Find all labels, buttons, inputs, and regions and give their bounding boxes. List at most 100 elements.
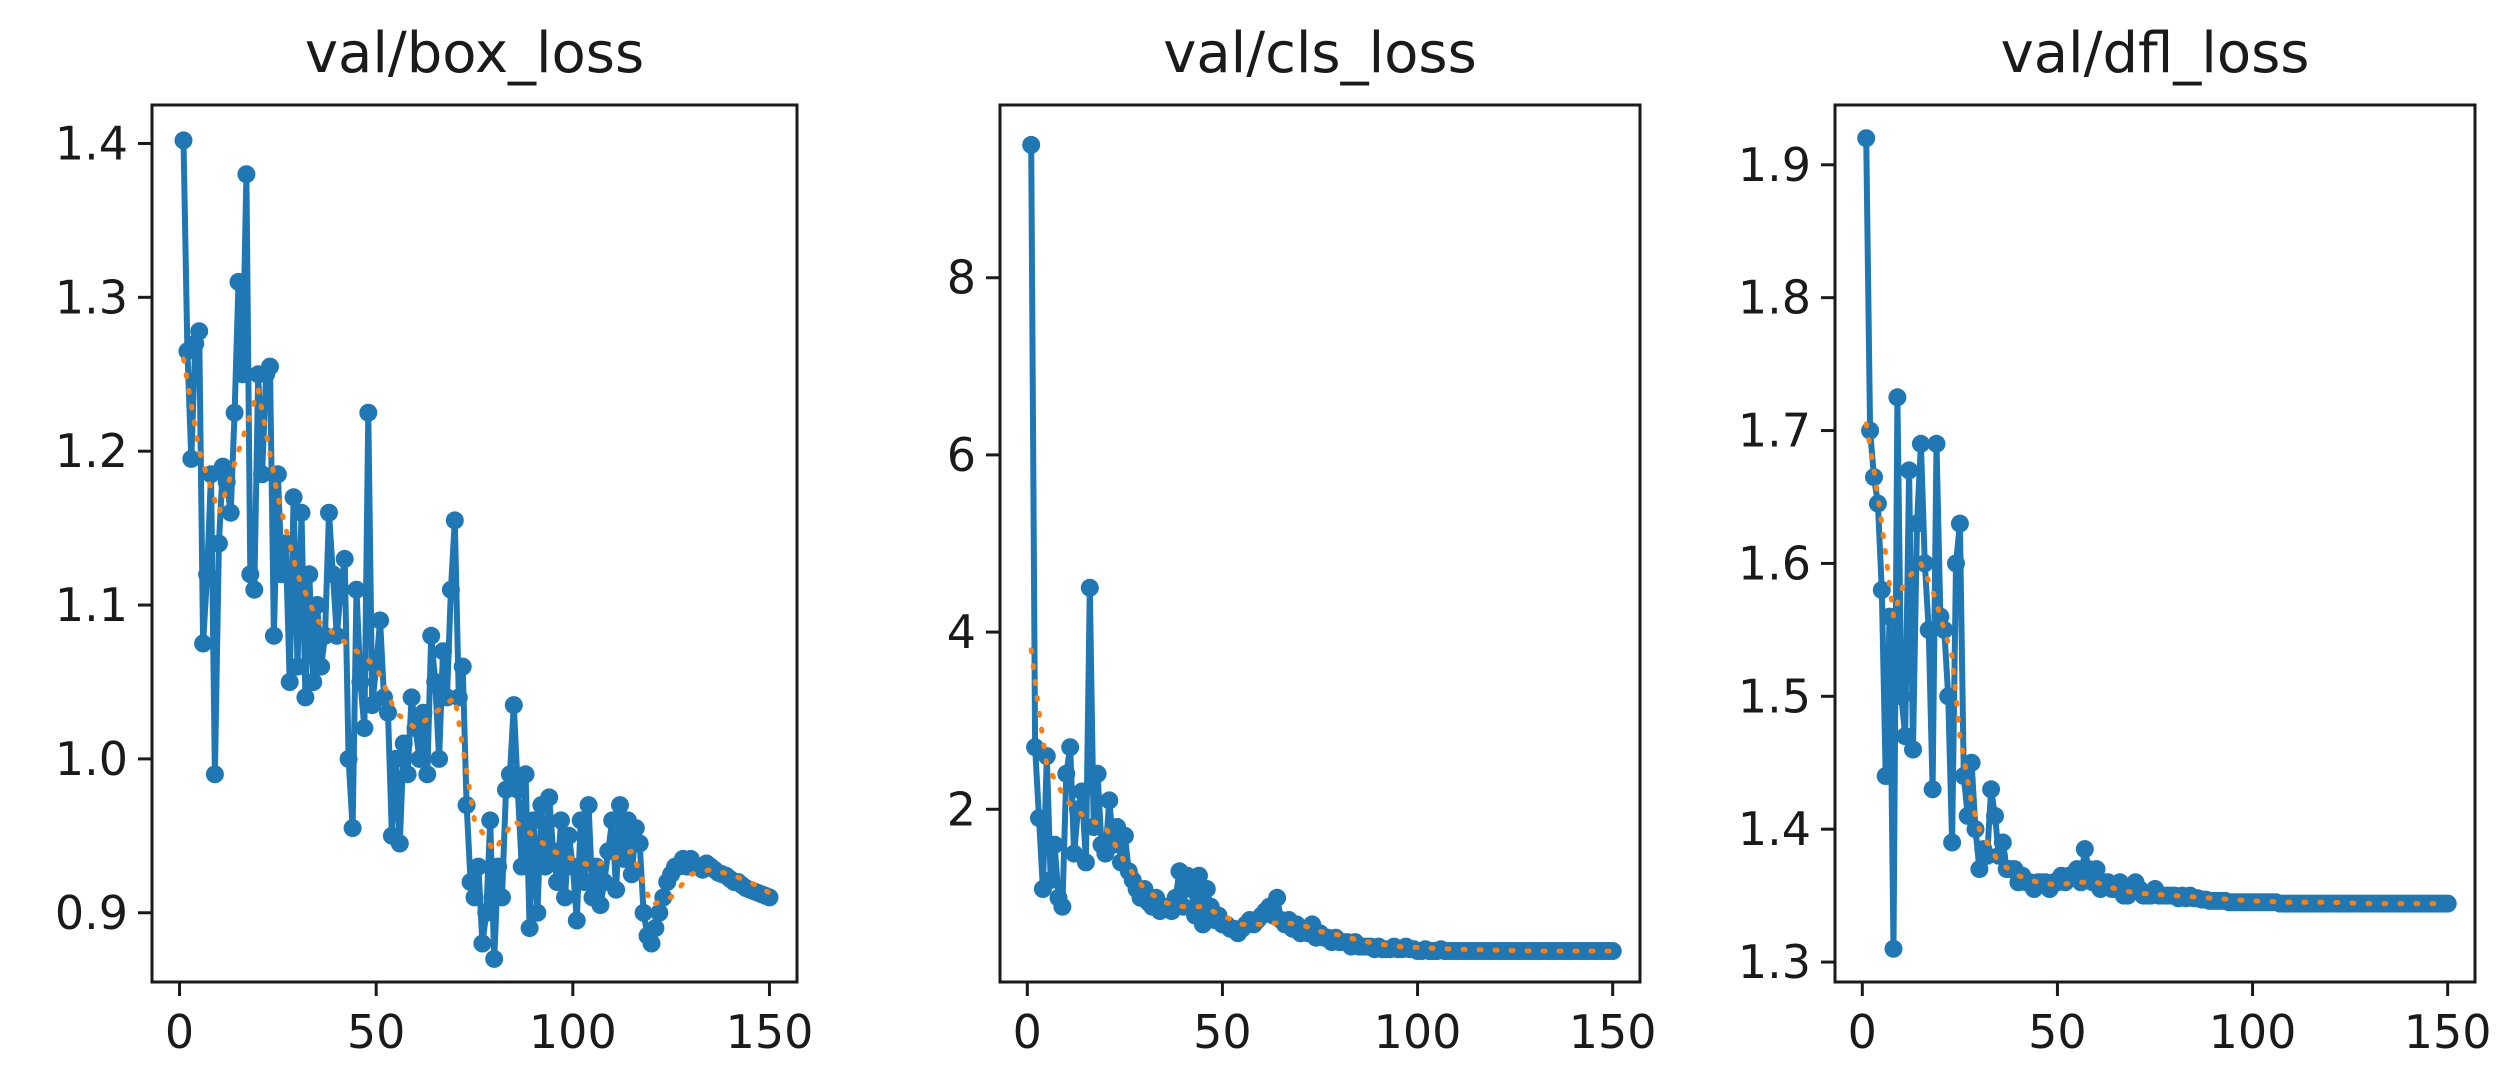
y-tick-label: 1.7 <box>1738 404 1811 458</box>
x-tick-label: 0 <box>1013 1005 1042 1059</box>
data-point <box>508 780 527 799</box>
data-point <box>300 565 319 584</box>
data-point <box>1915 554 1934 573</box>
data-point <box>1061 738 1080 757</box>
x-tick-label: 150 <box>726 1005 814 1059</box>
data-point <box>512 857 531 876</box>
series-line-smooth <box>181 356 772 909</box>
data-point <box>552 811 570 830</box>
data-point <box>516 765 535 784</box>
data-point <box>473 934 492 953</box>
series-line-results <box>180 140 771 962</box>
series-line-smooth <box>1863 421 2451 907</box>
y-tick-label: 1.9 <box>1738 138 1811 192</box>
data-point <box>579 796 598 815</box>
data-point <box>1970 860 1989 879</box>
data-point <box>1182 880 1201 898</box>
data-point <box>205 765 224 784</box>
y-tick-label: 1.6 <box>1738 536 1811 590</box>
data-point <box>209 534 228 553</box>
data-point <box>1927 434 1946 453</box>
data-point <box>264 626 283 645</box>
data-point <box>504 696 523 715</box>
data-point <box>563 857 582 876</box>
x-tick-label: 50 <box>2028 1005 2087 1059</box>
data-point <box>1041 871 1060 890</box>
data-point <box>650 903 669 922</box>
data-point <box>1923 780 1942 799</box>
data-point <box>418 765 437 784</box>
data-point <box>292 503 311 522</box>
data-point <box>343 819 362 838</box>
data-point <box>335 549 354 568</box>
data-point <box>469 857 488 876</box>
data-point <box>434 642 452 661</box>
data-point <box>320 503 338 522</box>
x-tick-label: 150 <box>2404 1005 2492 1059</box>
data-point <box>323 565 342 584</box>
data-point <box>1057 764 1076 783</box>
series-line-results <box>1863 138 2448 952</box>
data-point <box>375 688 393 707</box>
data-point <box>1857 129 1876 148</box>
data-point <box>559 826 578 845</box>
data-point <box>571 811 590 830</box>
data-point <box>284 488 303 507</box>
data-point <box>398 765 417 784</box>
data-point <box>1939 687 1958 706</box>
data-point <box>280 673 299 691</box>
data-point <box>1030 809 1048 828</box>
data-point <box>371 611 390 630</box>
data-point <box>1872 581 1891 599</box>
data-point <box>347 580 366 599</box>
plot-frame <box>1833 103 2477 984</box>
data-point <box>646 919 665 938</box>
data-point <box>339 749 358 768</box>
data-point <box>241 565 260 584</box>
data-point <box>1896 727 1915 746</box>
chart-panel-dfl-loss: val/dfl_loss 0 50 100 150 1.3 1.4 1.5 1.6 1.7 1.8… <box>1738 21 2492 1059</box>
data-point <box>1053 897 1072 916</box>
x-tick-label: 50 <box>347 1005 406 1059</box>
data-point <box>615 849 633 868</box>
data-point <box>1947 554 1965 573</box>
data-point <box>1603 942 1622 960</box>
data-point <box>386 749 405 768</box>
data-point <box>477 903 496 922</box>
chart-title: val/box_loss <box>305 21 644 86</box>
data-point <box>493 888 511 907</box>
data-point <box>603 811 622 830</box>
data-point <box>1080 578 1099 597</box>
data-point <box>1190 866 1208 885</box>
data-point <box>1986 806 2004 825</box>
data-point <box>426 673 445 691</box>
y-tick-label: 4 <box>947 605 976 659</box>
data-point <box>190 322 209 341</box>
data-point <box>406 719 425 738</box>
y-tick-label: 1.8 <box>1738 271 1811 325</box>
x-tick-label: 150 <box>1569 1005 1657 1059</box>
data-point <box>520 919 539 938</box>
data-point <box>194 634 213 653</box>
data-point <box>1892 687 1911 706</box>
data-point <box>630 834 649 853</box>
data-point <box>422 626 441 645</box>
data-point <box>288 657 307 676</box>
data-point <box>445 511 464 530</box>
data-point <box>217 473 236 491</box>
data-point <box>359 403 378 422</box>
chart-title: val/dfl_loss <box>2001 21 2310 86</box>
data-point <box>1884 939 1903 958</box>
data-point <box>1943 833 1962 852</box>
y-tick-label: 0.9 <box>55 886 128 940</box>
chart-title: val/cls_loss <box>1163 21 1477 86</box>
data-point <box>2087 860 2106 879</box>
y-tick-label: 8 <box>947 251 976 305</box>
x-tick-label: 0 <box>1848 1005 1877 1059</box>
data-point <box>402 688 421 707</box>
data-point <box>1900 461 1919 480</box>
data-point <box>1993 833 2012 852</box>
data-point <box>261 357 279 376</box>
data-point <box>221 503 240 522</box>
plot-frame <box>150 103 799 984</box>
